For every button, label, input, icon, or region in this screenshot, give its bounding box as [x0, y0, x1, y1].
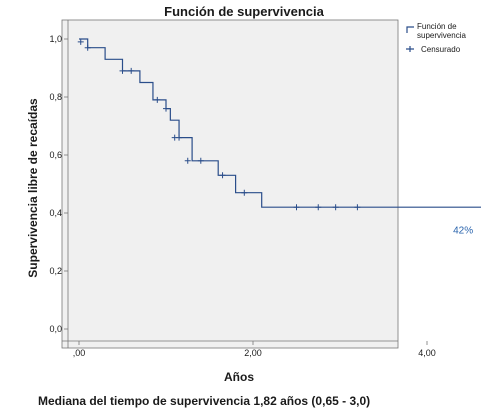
annotation-layer: 42% — [453, 225, 473, 236]
censor-marker — [184, 157, 191, 164]
legend-label-survival-line-1: Función de — [417, 22, 457, 31]
censor-marker — [176, 134, 183, 141]
x-tick-label: ,00 — [73, 348, 86, 358]
censor-marker — [84, 44, 91, 51]
annotation-label: 42% — [453, 225, 473, 236]
y-axis-label: Supervivencia libre de recaídas — [26, 98, 40, 278]
legend-label-censored: Censurado — [421, 45, 461, 54]
censor-marker — [197, 157, 204, 164]
y-tick-label: 0,8 — [49, 92, 62, 102]
legend-label-survival-line-2: supervivencia — [417, 31, 466, 40]
tick-layer: 0,0 0,2 0,4 0,6 0,8 1,0 ,00 2,00 4,00 — [49, 34, 435, 358]
censor-marker — [332, 204, 339, 211]
y-tick-label: 0,0 — [49, 324, 62, 334]
censor-marker — [119, 67, 126, 74]
x-tick-label: 2,00 — [244, 348, 262, 358]
y-tick-label: 0,6 — [49, 150, 62, 160]
censor-marker — [219, 172, 226, 179]
censor-marker — [241, 189, 248, 196]
censor-layer — [77, 38, 361, 211]
censor-marker — [77, 38, 84, 45]
censor-marker — [163, 105, 169, 112]
chart-title: Función de supervivencia — [164, 4, 324, 19]
x-tick-label: 4,00 — [418, 348, 436, 358]
y-tick-label: 0,4 — [49, 208, 62, 218]
y-tick-label: 0,2 — [49, 266, 62, 276]
censor-marker — [293, 204, 300, 211]
legend: Función de supervivencia Censurado — [406, 22, 466, 54]
plot-background — [61, 19, 399, 349]
plot-area — [61, 19, 399, 349]
x-axis-label: Años — [224, 370, 254, 384]
censor-marker — [154, 96, 161, 103]
censor-marker — [128, 67, 135, 74]
legend-line-step-icon — [406, 26, 414, 33]
censor-marker — [315, 204, 322, 211]
median-survival-note: Mediana del tiempo de supervivencia 1,82… — [38, 394, 370, 408]
censor-marker — [354, 204, 361, 211]
legend-censor-icon — [406, 46, 414, 52]
y-tick-label: 1,0 — [49, 34, 62, 44]
